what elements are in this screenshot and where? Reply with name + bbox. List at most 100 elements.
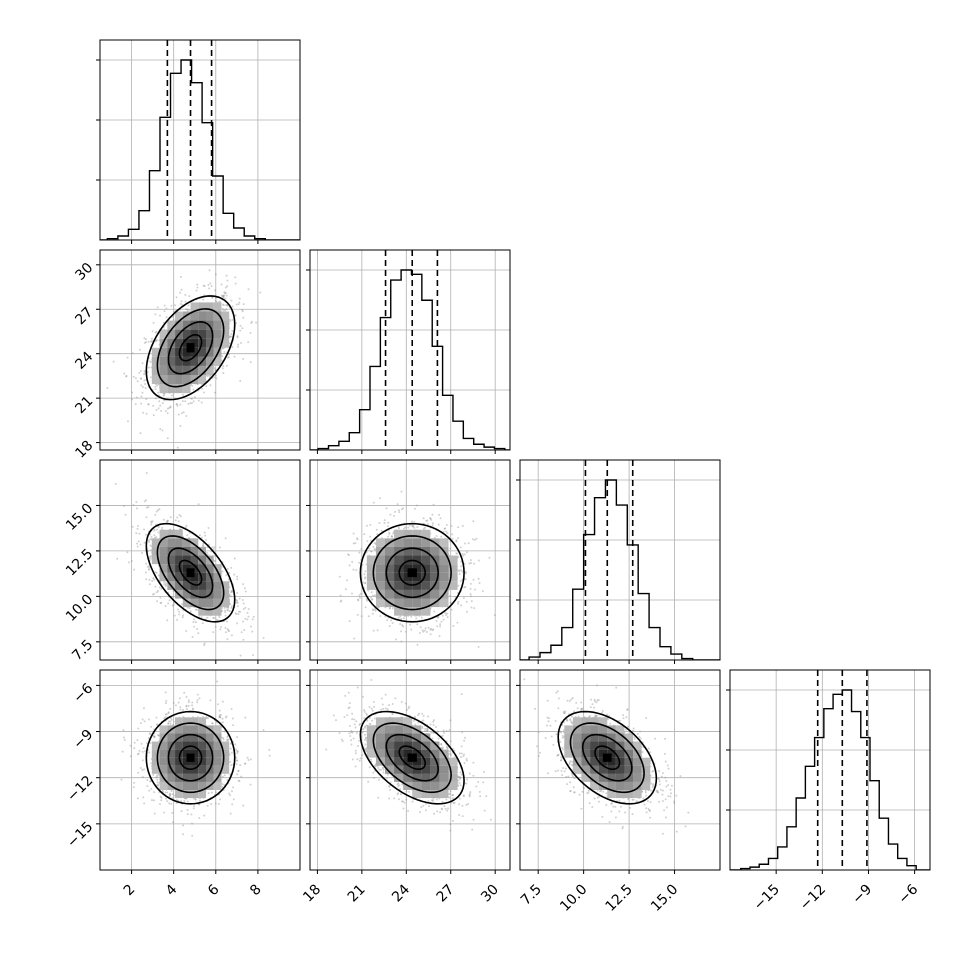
scatter-point <box>449 547 452 550</box>
density-cell <box>375 555 385 565</box>
scatter-point <box>211 546 214 549</box>
scatter-point <box>432 628 435 631</box>
density-cell <box>190 598 199 608</box>
scatter-point <box>431 513 434 516</box>
scatter-point <box>196 693 199 696</box>
scatter-point <box>172 590 175 593</box>
scatter-point <box>147 565 150 568</box>
scatter-point <box>469 559 472 562</box>
scatter-point <box>184 293 187 296</box>
density-cell <box>190 302 199 312</box>
scatter-point <box>139 432 142 435</box>
scatter-point <box>135 396 138 399</box>
scatter-point <box>192 388 195 391</box>
scatter-point <box>446 612 449 615</box>
scatter-point <box>470 600 473 603</box>
density-cell <box>403 598 413 608</box>
scatter-point <box>368 547 371 550</box>
scatter-point <box>366 540 369 543</box>
density-cell <box>190 356 199 366</box>
scatter-point <box>185 695 188 698</box>
scatter-point <box>235 303 238 306</box>
scatter-point <box>456 602 459 605</box>
density-cell <box>206 572 214 582</box>
density-cell <box>375 581 385 590</box>
scatter-point <box>371 598 374 601</box>
scatter-point <box>348 620 351 623</box>
scatter-point <box>236 335 239 338</box>
panel-content <box>310 250 510 450</box>
scatter-point <box>155 510 158 513</box>
scatter-point <box>436 616 439 619</box>
scatter-point <box>130 560 133 563</box>
scatter-point <box>477 577 480 580</box>
scatter-point <box>188 607 191 610</box>
scatter-point <box>450 525 453 528</box>
scatter-point <box>140 384 143 387</box>
scatter-point <box>440 620 443 623</box>
density-cell <box>206 581 214 590</box>
scatter-point <box>242 583 245 586</box>
scatter-point <box>388 533 391 536</box>
density-cell <box>421 581 431 590</box>
density-cell <box>385 572 395 582</box>
density-cell <box>151 538 160 547</box>
density-cell <box>198 302 206 312</box>
scatter-point <box>236 601 239 604</box>
scatter-point <box>190 383 193 386</box>
scatter-point <box>236 759 239 762</box>
scatter-point <box>177 413 180 416</box>
density-cell <box>394 581 404 590</box>
scatter-point <box>150 725 153 728</box>
scatter-point <box>244 606 247 609</box>
scatter-point <box>145 398 148 401</box>
scatter-point <box>180 603 183 606</box>
density-cell <box>385 589 395 599</box>
scatter-point <box>184 526 187 529</box>
panel-content <box>106 269 262 449</box>
scatter-point <box>149 376 152 379</box>
scatter-point <box>227 630 230 633</box>
scatter-point <box>439 517 442 520</box>
scatter-point <box>160 601 163 604</box>
scatter-point <box>235 601 238 604</box>
scatter-point <box>221 570 224 573</box>
density-cell <box>403 529 413 539</box>
scatter-point <box>136 739 139 742</box>
scatter-point <box>390 535 393 538</box>
scatter-point <box>478 582 481 585</box>
contour-line <box>167 321 214 375</box>
scatter-point <box>475 537 478 540</box>
scatter-point <box>200 536 203 539</box>
scatter-point <box>227 629 230 632</box>
scatter-point <box>223 606 226 609</box>
scatter-point <box>224 537 227 540</box>
scatter-point <box>133 568 136 571</box>
scatter-point <box>450 608 453 611</box>
scatter-point <box>126 551 129 554</box>
scatter-point <box>140 402 143 405</box>
scatter-point <box>359 592 362 595</box>
scatter-point <box>127 561 130 564</box>
scatter-point <box>163 304 166 307</box>
scatter-point <box>184 400 187 403</box>
tick-label-y: 10.0 <box>63 591 96 624</box>
scatter-point <box>413 507 416 510</box>
scatter-point <box>150 548 153 551</box>
contour-line <box>145 522 236 623</box>
scatter-point <box>392 514 395 517</box>
scatter-point <box>387 535 390 538</box>
scatter-point <box>469 593 472 596</box>
scatter-point <box>172 602 175 605</box>
density-cell <box>175 320 183 330</box>
scatter-point <box>403 527 406 530</box>
density-cell <box>175 384 183 394</box>
scatter-point <box>167 519 170 522</box>
scatter-point <box>214 368 217 371</box>
scatter-point <box>363 533 366 536</box>
scatter-point <box>473 607 476 610</box>
density-cell <box>375 598 385 608</box>
density-cell <box>167 338 176 348</box>
scatter-point <box>228 335 231 338</box>
density-cell <box>175 356 183 366</box>
